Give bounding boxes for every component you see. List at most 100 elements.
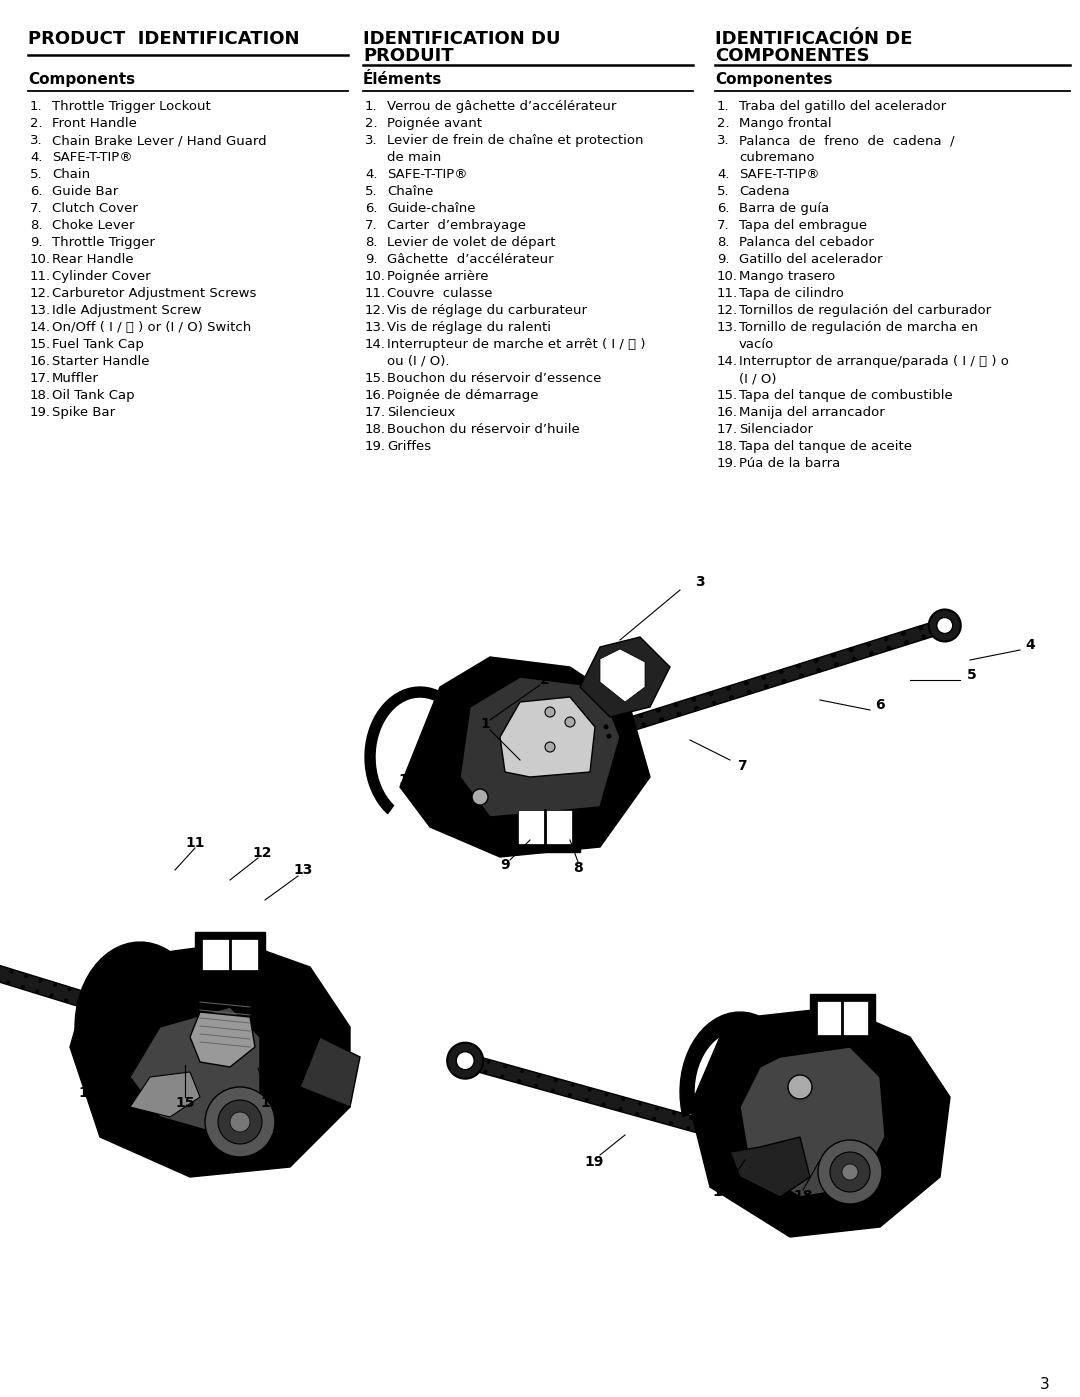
Text: 7.: 7. (30, 203, 42, 215)
Circle shape (729, 696, 734, 700)
Text: 6.: 6. (717, 203, 729, 215)
Circle shape (67, 988, 71, 992)
Circle shape (50, 993, 54, 997)
Text: Poignée avant: Poignée avant (387, 117, 482, 130)
Circle shape (472, 789, 488, 805)
Circle shape (139, 1010, 144, 1014)
Text: 11: 11 (186, 835, 205, 849)
Text: Poignée arrière: Poignée arrière (387, 270, 488, 284)
Text: 9.: 9. (30, 236, 42, 249)
Text: 13.: 13. (30, 305, 51, 317)
Text: Spike Bar: Spike Bar (52, 407, 116, 419)
Polygon shape (300, 1037, 360, 1106)
Circle shape (656, 1106, 659, 1111)
Circle shape (851, 657, 856, 662)
Circle shape (689, 1116, 692, 1120)
Text: Cadena: Cadena (739, 184, 789, 198)
Circle shape (656, 708, 661, 712)
Text: 19.: 19. (717, 457, 738, 469)
Circle shape (788, 1076, 812, 1099)
Circle shape (642, 722, 647, 728)
Polygon shape (580, 637, 670, 717)
Circle shape (10, 970, 14, 974)
Circle shape (551, 1088, 555, 1092)
Circle shape (589, 739, 594, 745)
Text: 4.: 4. (30, 151, 42, 163)
Polygon shape (740, 1046, 885, 1197)
Circle shape (712, 701, 716, 705)
Circle shape (818, 1140, 882, 1204)
Text: Chaîne: Chaîne (387, 184, 433, 198)
Circle shape (517, 1078, 522, 1083)
Text: Fuel Tank Cap: Fuel Tank Cap (52, 338, 144, 351)
Circle shape (676, 711, 681, 717)
Circle shape (831, 652, 836, 658)
Text: COMPONENTES: COMPONENTES (715, 47, 869, 66)
Text: Tapa del embrague: Tapa del embrague (739, 219, 867, 232)
Circle shape (64, 997, 68, 1002)
Text: vacío: vacío (739, 338, 774, 351)
Polygon shape (588, 620, 942, 743)
Text: Couvre  culasse: Couvre culasse (387, 286, 492, 300)
Text: 18.: 18. (30, 388, 51, 402)
Circle shape (737, 1140, 741, 1144)
Text: 7: 7 (738, 759, 746, 773)
Text: Barra de guía: Barra de guía (739, 203, 829, 215)
Circle shape (456, 1052, 474, 1070)
Text: PRODUIT: PRODUIT (363, 47, 454, 66)
Circle shape (782, 679, 786, 683)
Text: Vis de réglage du carburateur: Vis de réglage du carburateur (387, 305, 588, 317)
Polygon shape (195, 932, 265, 977)
Circle shape (503, 1065, 508, 1069)
Text: 12.: 12. (30, 286, 51, 300)
Circle shape (624, 728, 629, 733)
Circle shape (921, 634, 927, 640)
Text: Oil Tank Cap: Oil Tank Cap (52, 388, 135, 402)
Text: Guide-chaîne: Guide-chaîne (387, 203, 475, 215)
Text: 17.: 17. (30, 372, 51, 386)
Circle shape (621, 1097, 625, 1101)
Text: Tapa del tanque de aceite: Tapa del tanque de aceite (739, 440, 912, 453)
Polygon shape (460, 678, 620, 817)
Polygon shape (810, 995, 875, 1042)
Text: 19.: 19. (365, 440, 386, 453)
Polygon shape (816, 1002, 868, 1035)
Text: Clutch Cover: Clutch Cover (52, 203, 138, 215)
Text: 3.: 3. (30, 134, 42, 147)
Circle shape (779, 669, 783, 675)
Circle shape (883, 636, 889, 641)
Text: Gatillo del acelerador: Gatillo del acelerador (739, 253, 882, 265)
Circle shape (743, 680, 748, 686)
Polygon shape (365, 687, 472, 813)
Circle shape (607, 733, 611, 739)
Text: Verrou de gâchette d’accélérateur: Verrou de gâchette d’accélérateur (387, 101, 617, 113)
Circle shape (659, 717, 664, 722)
Circle shape (588, 1088, 592, 1091)
Circle shape (53, 983, 57, 988)
Circle shape (652, 1116, 657, 1120)
Text: 1.: 1. (30, 101, 42, 113)
Text: SAFE-T-TIP®: SAFE-T-TIP® (52, 151, 133, 163)
Text: 17: 17 (713, 1185, 731, 1199)
Text: 2.: 2. (365, 117, 378, 130)
Text: 18.: 18. (717, 440, 738, 453)
Circle shape (672, 1111, 676, 1115)
Text: Púa de la barra: Púa de la barra (739, 457, 840, 469)
Text: Idle Adjustment Screw: Idle Adjustment Screw (52, 305, 202, 317)
Text: 6.: 6. (365, 203, 378, 215)
Text: Tornillos de regulación del carburador: Tornillos de regulación del carburador (739, 305, 991, 317)
Circle shape (570, 1083, 575, 1087)
Text: Levier de frein de chaîne et protection: Levier de frein de chaîne et protection (387, 134, 644, 147)
Text: Muffler: Muffler (52, 372, 99, 386)
Text: Guide Bar: Guide Bar (52, 184, 118, 198)
Circle shape (746, 690, 752, 694)
Text: 6.: 6. (30, 184, 42, 198)
Text: 18: 18 (793, 1189, 813, 1203)
Text: Chain Brake Lever / Hand Guard: Chain Brake Lever / Hand Guard (52, 134, 267, 147)
Circle shape (816, 668, 822, 673)
Text: 2: 2 (540, 673, 550, 687)
Circle shape (866, 641, 872, 647)
Circle shape (484, 1070, 487, 1074)
Circle shape (96, 996, 100, 1000)
Text: 8.: 8. (365, 236, 378, 249)
